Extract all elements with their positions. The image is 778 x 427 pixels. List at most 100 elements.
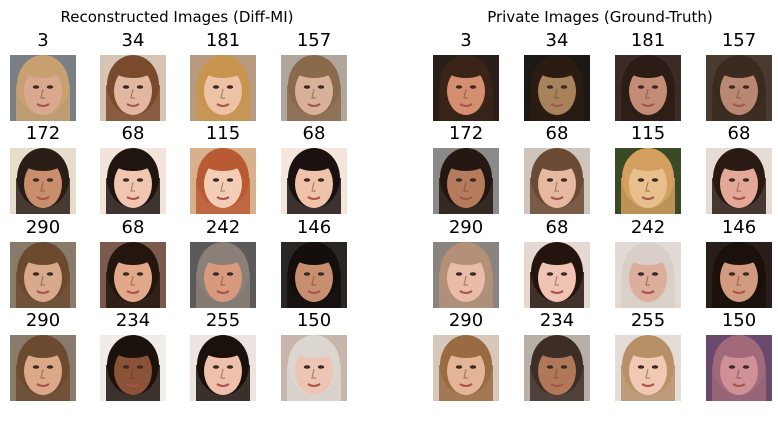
face-thumbnail (100, 148, 166, 214)
face-image (190, 148, 256, 214)
identity-label: 290 (25, 217, 61, 238)
identity-label: 68 (545, 123, 569, 144)
face-thumbnail (524, 335, 590, 401)
face-thumbnail (281, 148, 347, 214)
face-thumbnail (100, 242, 166, 308)
face-thumbnail (281, 335, 347, 401)
face-thumbnail (10, 148, 76, 214)
face-image (100, 148, 166, 214)
face-image (190, 335, 256, 401)
face-image (100, 242, 166, 308)
face-image (615, 242, 681, 308)
face-thumbnail (10, 335, 76, 401)
face-thumbnail (100, 55, 166, 121)
identity-label: 242 (205, 217, 241, 238)
identity-label: 146 (721, 217, 757, 238)
face-thumbnail (433, 148, 499, 214)
identity-label: 34 (545, 30, 569, 51)
face-thumbnail (706, 55, 772, 121)
face-thumbnail (524, 55, 590, 121)
face-image (615, 55, 681, 121)
identity-label: 3 (460, 30, 472, 51)
face-image (100, 55, 166, 121)
face-image (10, 242, 76, 308)
face-thumbnail (281, 55, 347, 121)
face-image (615, 335, 681, 401)
identity-label: 290 (25, 310, 61, 331)
face-image (433, 335, 499, 401)
identity-label: 255 (630, 310, 666, 331)
identity-label: 68 (121, 123, 145, 144)
face-thumbnail (281, 242, 347, 308)
face-image (706, 148, 772, 214)
identity-label: 115 (205, 123, 241, 144)
face-image (706, 242, 772, 308)
face-image (706, 55, 772, 121)
face-image (433, 242, 499, 308)
face-thumbnail (190, 242, 256, 308)
face-image (524, 335, 590, 401)
face-thumbnail (433, 335, 499, 401)
face-image (706, 335, 772, 401)
face-thumbnail (706, 335, 772, 401)
identity-label: 68 (302, 123, 326, 144)
face-image (615, 148, 681, 214)
face-image (10, 55, 76, 121)
face-image (524, 242, 590, 308)
face-thumbnail (190, 335, 256, 401)
face-thumbnail (615, 148, 681, 214)
face-thumbnail (190, 55, 256, 121)
identity-label: 181 (205, 30, 241, 51)
face-thumbnail (100, 335, 166, 401)
face-image (281, 148, 347, 214)
face-image (100, 335, 166, 401)
identity-label: 242 (630, 217, 666, 238)
face-thumbnail (433, 55, 499, 121)
face-thumbnail (615, 55, 681, 121)
identity-label: 157 (296, 30, 332, 51)
face-image (433, 55, 499, 121)
identity-label: 115 (630, 123, 666, 144)
face-image (281, 55, 347, 121)
panel-title: Private Images (Ground-Truth) (487, 8, 713, 26)
face-thumbnail (706, 148, 772, 214)
identity-label: 68 (121, 217, 145, 238)
face-image (10, 335, 76, 401)
face-thumbnail (524, 242, 590, 308)
identity-label: 172 (448, 123, 484, 144)
identity-label: 150 (296, 310, 332, 331)
face-image (10, 148, 76, 214)
identity-label: 146 (296, 217, 332, 238)
identity-label: 150 (721, 310, 757, 331)
identity-label: 290 (448, 217, 484, 238)
identity-label: 172 (25, 123, 61, 144)
identity-label: 34 (121, 30, 145, 51)
face-thumbnail (615, 335, 681, 401)
private-panel: Private Images (Ground-Truth) 3 34 181 157 1… (400, 0, 778, 427)
identity-label: 234 (115, 310, 151, 331)
face-thumbnail (706, 242, 772, 308)
identity-label: 3 (37, 30, 49, 51)
identity-label: 68 (727, 123, 751, 144)
face-image (281, 242, 347, 308)
face-thumbnail (190, 148, 256, 214)
identity-label: 68 (545, 217, 569, 238)
panel-title: Reconstructed Images (Diff-MI) (60, 8, 294, 26)
face-thumbnail (524, 148, 590, 214)
face-image (190, 242, 256, 308)
face-thumbnail (433, 242, 499, 308)
face-thumbnail (10, 242, 76, 308)
reconstructed-panel: Reconstructed Images (Diff-MI) 3 34 181 157… (0, 0, 370, 427)
face-image (190, 55, 256, 121)
identity-label: 290 (448, 310, 484, 331)
identity-label: 157 (721, 30, 757, 51)
face-image (524, 148, 590, 214)
identity-label: 255 (205, 310, 241, 331)
face-thumbnail (10, 55, 76, 121)
identity-label: 181 (630, 30, 666, 51)
face-image (281, 335, 347, 401)
face-thumbnail (615, 242, 681, 308)
face-image (524, 55, 590, 121)
identity-label: 234 (539, 310, 575, 331)
face-image (433, 148, 499, 214)
